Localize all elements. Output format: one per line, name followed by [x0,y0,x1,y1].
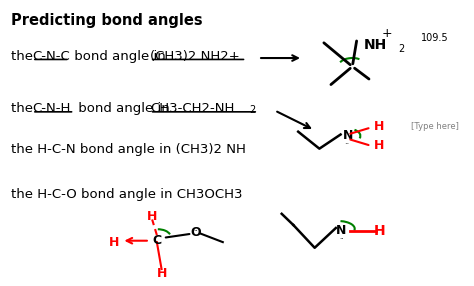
Text: Predicting bond angles: Predicting bond angles [11,13,202,28]
Text: N: N [343,130,353,142]
Text: N: N [336,224,346,237]
Text: ..: .. [344,137,349,146]
Text: +: + [382,27,392,40]
Text: the H-C-N bond angle in (CH3)2 NH: the H-C-N bond angle in (CH3)2 NH [11,143,246,156]
Text: C-N-C: C-N-C [32,49,70,63]
Text: H: H [109,236,119,249]
Text: CH3-CH2-NH: CH3-CH2-NH [150,102,234,115]
Text: (CH3)2 NH2+: (CH3)2 NH2+ [150,49,239,63]
Text: C-N-H: C-N-H [32,102,70,115]
Text: C: C [152,234,162,247]
Text: [Type here]: [Type here] [411,122,459,130]
Text: H: H [156,267,167,280]
Text: O: O [190,226,201,239]
Text: H: H [374,139,384,152]
Text: ..: .. [339,234,344,240]
Text: H: H [147,210,157,223]
Text: ..: .. [194,226,198,232]
Text: the H-C-O bond angle in CH3OCH3: the H-C-O bond angle in CH3OCH3 [11,188,242,201]
Text: 2: 2 [399,44,405,54]
Text: 109.5: 109.5 [420,33,448,43]
Text: NH: NH [364,38,387,52]
Text: 2: 2 [250,105,256,115]
Text: H: H [374,120,384,132]
Text: the: the [11,102,37,115]
Text: bond angle in: bond angle in [70,49,170,63]
Text: H: H [374,224,385,238]
Text: bond angle in: bond angle in [74,102,174,115]
Text: the: the [11,49,37,63]
